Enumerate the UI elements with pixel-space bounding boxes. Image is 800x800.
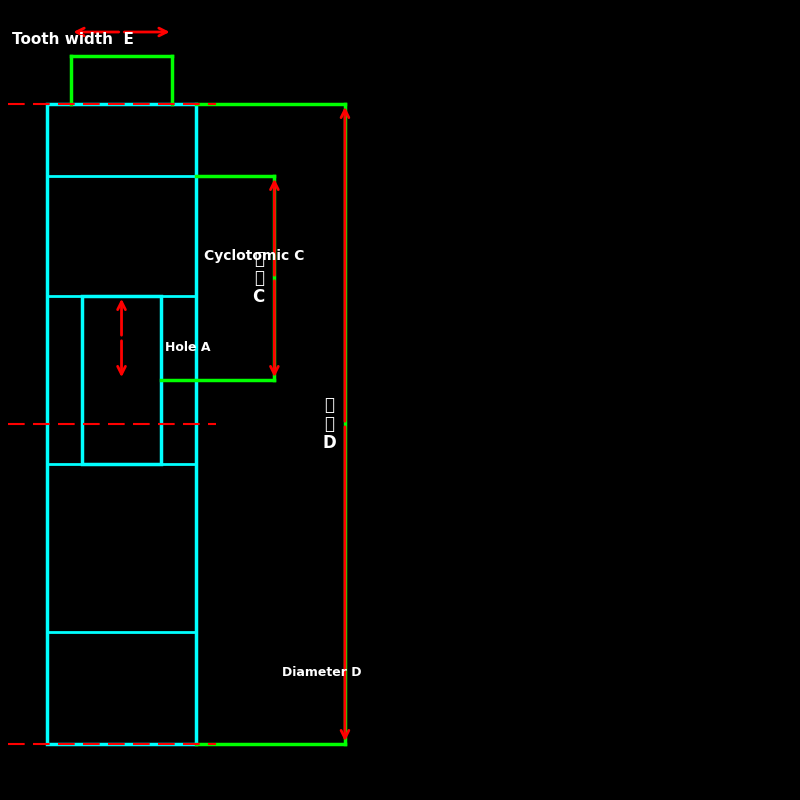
Text: 8: 8 — [748, 534, 760, 551]
Text: 13T: 13T — [453, 320, 487, 338]
Text: 分
圆
C: 分 圆 C — [253, 250, 265, 306]
Text: 19T: 19T — [453, 747, 487, 766]
Bar — [82, 296, 161, 464]
Text: 12T: 12T — [453, 249, 487, 266]
Text: 8: 8 — [748, 462, 760, 480]
Text: 19: 19 — [574, 747, 598, 766]
Text: 8: 8 — [748, 747, 760, 766]
Text: 12: 12 — [658, 106, 682, 124]
Text: E: E — [746, 34, 762, 54]
Text: 14T: 14T — [453, 391, 487, 409]
Text: 19: 19 — [658, 605, 682, 623]
Text: 16T: 16T — [453, 534, 487, 551]
Text: 11T: 11T — [453, 177, 487, 195]
Text: Tooth width  E: Tooth width E — [12, 33, 134, 47]
Text: 直
径
D: 直 径 D — [322, 396, 336, 452]
Text: 8: 8 — [748, 320, 760, 338]
Text: 8: 8 — [748, 605, 760, 623]
Text: C: C — [578, 34, 594, 54]
Text: Number of Teeth: Number of Teeth — [406, 36, 534, 51]
Text: 10: 10 — [574, 106, 598, 124]
Text: 10T: 10T — [453, 106, 487, 124]
Text: 12: 12 — [574, 249, 598, 266]
Text: D: D — [661, 34, 679, 54]
Text: 17: 17 — [658, 462, 682, 480]
Text: 20: 20 — [658, 676, 682, 694]
Text: 8: 8 — [748, 106, 760, 124]
Text: 8: 8 — [748, 177, 760, 195]
Text: 15T: 15T — [453, 462, 487, 480]
Text: 17: 17 — [574, 605, 598, 623]
Text: 18: 18 — [574, 676, 598, 694]
Text: 21: 21 — [658, 747, 682, 766]
Text: 14: 14 — [658, 249, 682, 266]
Text: 14: 14 — [574, 391, 598, 409]
Text: 8: 8 — [748, 391, 760, 409]
Text: Diameter D: Diameter D — [282, 666, 362, 678]
Text: Hole A: Hole A — [165, 342, 210, 354]
Text: 15: 15 — [658, 320, 682, 338]
Text: Cyclotomic C: Cyclotomic C — [204, 249, 304, 263]
Text: 11: 11 — [574, 177, 598, 195]
Text: 15: 15 — [574, 462, 598, 480]
Text: 18: 18 — [658, 534, 682, 551]
Text: 18T: 18T — [453, 676, 487, 694]
Text: 16: 16 — [574, 534, 598, 551]
Text: 13: 13 — [574, 320, 598, 338]
Bar — [47, 104, 196, 744]
Text: 13: 13 — [658, 177, 682, 195]
Text: 17T: 17T — [453, 605, 487, 623]
Text: 8: 8 — [748, 676, 760, 694]
Text: 8: 8 — [748, 249, 760, 266]
Text: 16: 16 — [658, 391, 682, 409]
